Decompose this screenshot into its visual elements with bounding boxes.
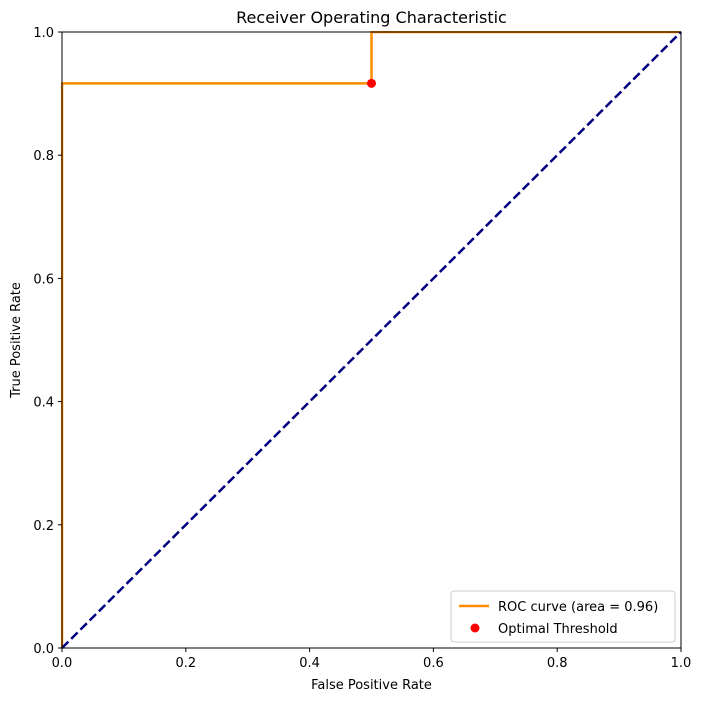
plot-area	[61, 31, 682, 649]
x-tick-label: 0.4	[299, 656, 320, 671]
y-tick-label: 0.8	[33, 149, 54, 164]
x-axis-label: False Positive Rate	[311, 678, 432, 693]
y-tick-label: 0.0	[33, 642, 54, 657]
x-tick-label: 0.6	[423, 656, 444, 671]
y-axis-label: True Positive Rate	[9, 282, 24, 399]
chart-title: Receiver Operating Characteristic	[236, 8, 507, 27]
x-tick-label: 1.0	[671, 656, 692, 671]
x-tick-label: 0.0	[52, 656, 73, 671]
legend-label: Optimal Threshold	[498, 622, 618, 637]
y-tick-label: 1.0	[33, 26, 54, 41]
chance-diagonal-line	[61, 31, 682, 649]
x-tick-label: 0.2	[175, 656, 196, 671]
optimal-threshold-point	[367, 78, 376, 88]
y-tick-label: 0.6	[33, 272, 54, 287]
x-tick-label: 0.8	[547, 656, 568, 671]
legend-marker-optimal-threshold	[470, 623, 480, 633]
axes-frame	[61, 31, 682, 649]
legend-box	[450, 590, 676, 643]
axes: 0.0 0.2 0.4 0.6 0.8 1.0 0.0 0.2 0.4 0.6 0.8 1.0	[33, 26, 691, 671]
legend-label: ROC curve (area = 0.96)	[498, 600, 658, 615]
y-tick-label: 0.4	[33, 396, 54, 411]
y-tick-label: 0.2	[33, 519, 54, 534]
legend: ROC curve (area = 0.96) Optimal Threshold	[450, 590, 676, 643]
